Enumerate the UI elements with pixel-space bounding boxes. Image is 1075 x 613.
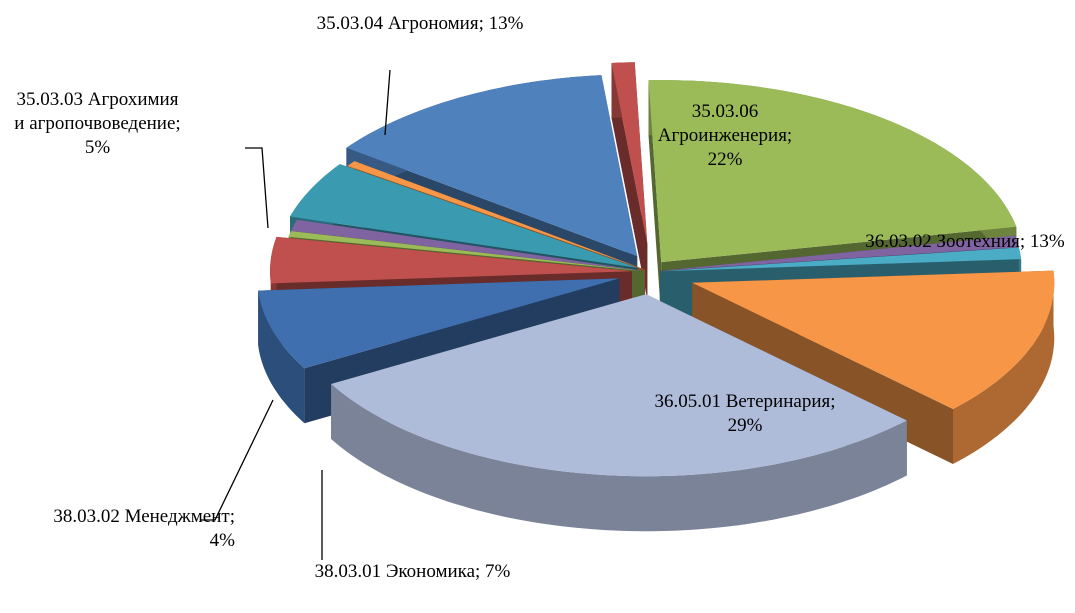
pie-slice	[290, 164, 638, 268]
data-label: 35.03.04 Агрономия; 13%	[316, 13, 524, 34]
pie-slice	[611, 62, 648, 245]
pie-slice	[270, 236, 632, 284]
leader-line	[384, 69, 391, 136]
data-label: 38.03.02 Менеджмент; 4%	[53, 506, 235, 551]
leader-line	[200, 399, 274, 521]
slice-side	[953, 270, 1055, 464]
data-label: 36.03.02 Зоотехния; 13%	[865, 231, 1065, 252]
leader-line	[245, 147, 269, 229]
pie-slice	[288, 231, 645, 272]
data-label: 36.05.01 Ветеринария; 29%	[654, 391, 836, 436]
pie-slice	[258, 278, 620, 369]
pie-slice	[648, 80, 1017, 263]
pie-slice	[346, 75, 638, 257]
slice-side	[611, 63, 648, 300]
data-label: 35.03.06 Агроинженерия; 22%	[657, 101, 793, 170]
pie-slice	[660, 247, 1022, 272]
pie-slice	[692, 270, 1055, 409]
slice-side	[331, 384, 907, 532]
pie-slice	[659, 235, 1019, 271]
pie-slice	[331, 294, 907, 477]
slices	[258, 62, 1055, 532]
slice-side	[648, 80, 662, 318]
pie-slice	[291, 219, 645, 271]
pie-slice	[347, 161, 646, 270]
leader-lines	[200, 69, 391, 560]
slice-side	[258, 290, 305, 424]
data-label: 35.03.03 Агрохимия и агропочвоведение; 5…	[14, 89, 181, 158]
data-label: 38.03.01 Экономика; 7%	[314, 561, 511, 582]
